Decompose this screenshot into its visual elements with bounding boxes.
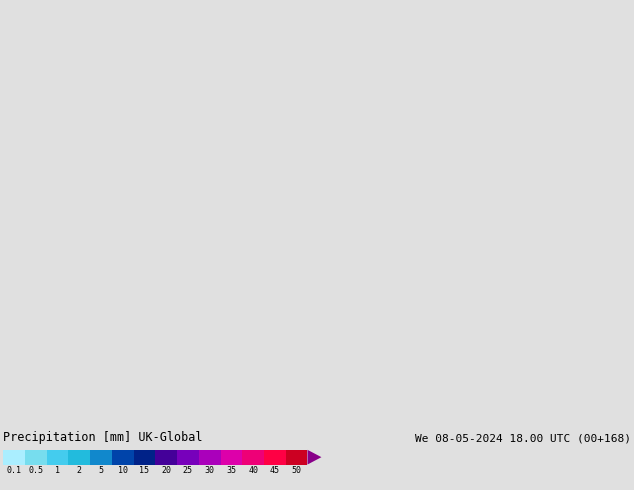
Bar <box>155 450 177 465</box>
Text: 2: 2 <box>77 466 82 475</box>
Text: 1: 1 <box>55 466 60 475</box>
Bar <box>264 450 286 465</box>
Text: 45: 45 <box>270 466 280 475</box>
Text: 35: 35 <box>226 466 236 475</box>
Text: Precipitation [mm] UK-Global: Precipitation [mm] UK-Global <box>3 431 203 444</box>
Text: 40: 40 <box>248 466 258 475</box>
Bar <box>134 450 155 465</box>
Text: 5: 5 <box>98 466 103 475</box>
Bar <box>3 450 25 465</box>
Bar <box>286 450 307 465</box>
Text: 30: 30 <box>205 466 215 475</box>
Bar <box>47 450 68 465</box>
Bar <box>90 450 112 465</box>
Bar <box>25 450 47 465</box>
Text: We 08-05-2024 18.00 UTC (00+168): We 08-05-2024 18.00 UTC (00+168) <box>415 434 631 444</box>
Text: 15: 15 <box>139 466 150 475</box>
Bar <box>68 450 90 465</box>
Polygon shape <box>307 450 321 465</box>
Bar <box>221 450 242 465</box>
Text: 25: 25 <box>183 466 193 475</box>
Text: 50: 50 <box>292 466 302 475</box>
Bar <box>112 450 134 465</box>
Bar <box>242 450 264 465</box>
Bar <box>199 450 221 465</box>
Bar <box>177 450 199 465</box>
Text: 10: 10 <box>118 466 127 475</box>
Text: 0.5: 0.5 <box>29 466 43 475</box>
Text: 0.1: 0.1 <box>6 466 22 475</box>
Text: 20: 20 <box>161 466 171 475</box>
